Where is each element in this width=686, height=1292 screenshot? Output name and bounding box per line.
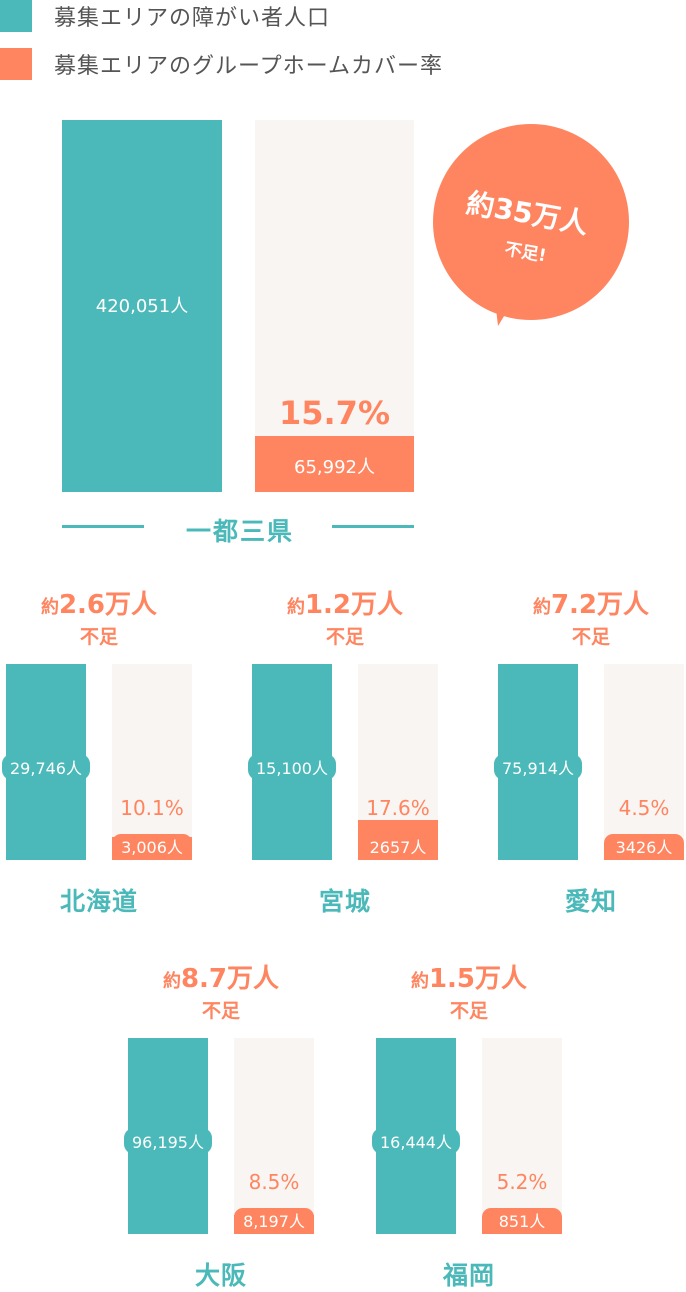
bar-coverage-label: 8,197人 [234, 1208, 314, 1232]
legend-swatch-orange [0, 48, 32, 80]
heading-line-right [332, 525, 414, 528]
bar-coverage-bg [255, 120, 414, 492]
bar-population-label: 75,914人 [494, 754, 582, 780]
coverage-percent: 5.2% [496, 1170, 548, 1194]
legend-item-population: 募集エリアの障がい者人口 [0, 0, 330, 32]
shortage-value: 2.6万人 [58, 590, 158, 620]
bar-population-label: 420,051人 [95, 296, 189, 317]
bar-coverage-bg [482, 1038, 562, 1234]
bar-coverage-bg [234, 1038, 314, 1234]
shortage-label: 約1.5万人 [376, 958, 562, 995]
shortage-prefix: 約 [410, 971, 429, 992]
shortage-value: 8.7万人 [180, 964, 280, 994]
coverage-percent: 8.5% [248, 1170, 300, 1194]
shortage-sub: 不足 [571, 626, 610, 648]
region-label: 宮城 [318, 887, 371, 916]
region-label: 福岡 [442, 1261, 495, 1290]
bar-population-label: 16,444人 [372, 1128, 460, 1154]
coverage-percent: 10.1% [120, 796, 184, 820]
bar-coverage-label: 2657人 [358, 834, 438, 858]
bar-coverage-label: 3426人 [604, 834, 684, 858]
shortage-value: 1.2万人 [304, 590, 404, 620]
coverage-percent: 15.7% [278, 394, 390, 432]
legend-label: 募集エリアの障がい者人口 [54, 6, 331, 31]
region-label: 北海道 [59, 887, 138, 916]
shortage-label: 約8.7万人 [128, 958, 314, 995]
shortage-sub: 不足 [201, 1000, 240, 1022]
shortage-prefix: 約 [532, 597, 551, 618]
bar-coverage-bg [112, 664, 192, 860]
region-label: 大阪 [194, 1261, 247, 1290]
bar-population-label: 29,746人 [2, 754, 90, 780]
shortage-prefix: 約 [286, 597, 305, 618]
region-label: 愛知 [564, 887, 617, 916]
shortage-sub: 不足 [79, 626, 118, 648]
coverage-percent: 4.5% [618, 796, 670, 820]
shortage-bubble [433, 124, 629, 326]
shortage-value: 1.5万人 [428, 964, 528, 994]
legend-swatch-teal [0, 0, 32, 32]
shortage-label: 約7.2万人 [498, 584, 684, 621]
bar-coverage-bg [604, 664, 684, 860]
legend-label: 募集エリアのグループホームカバー率 [54, 54, 444, 79]
bubble-circle [433, 124, 629, 320]
bubble-tail [495, 290, 520, 326]
heading-line-left [62, 525, 144, 528]
shortage-label: 約1.2万人 [252, 584, 438, 621]
shortage-sub: 不足 [325, 626, 364, 648]
bar-population-label: 15,100人 [248, 754, 336, 780]
shortage-sub: 不足 [449, 1000, 488, 1022]
bar-population [62, 120, 222, 492]
coverage-percent: 17.6% [366, 796, 430, 820]
shortage-prefix: 約 [162, 971, 181, 992]
bar-coverage-label: 65,992人 [294, 457, 375, 478]
bar-coverage [255, 436, 414, 492]
bar-coverage-label: 851人 [482, 1208, 562, 1232]
bar-population-label: 96,195人 [124, 1128, 212, 1154]
heading-region: 一都三県 [186, 517, 295, 546]
legend-item-coverage: 募集エリアのグループホームカバー率 [0, 48, 443, 80]
shortage-prefix: 約 [40, 597, 59, 618]
shortage-label: 約2.6万人 [6, 584, 192, 621]
bar-coverage-label: 3,006人 [112, 834, 192, 858]
shortage-value: 7.2万人 [550, 590, 650, 620]
